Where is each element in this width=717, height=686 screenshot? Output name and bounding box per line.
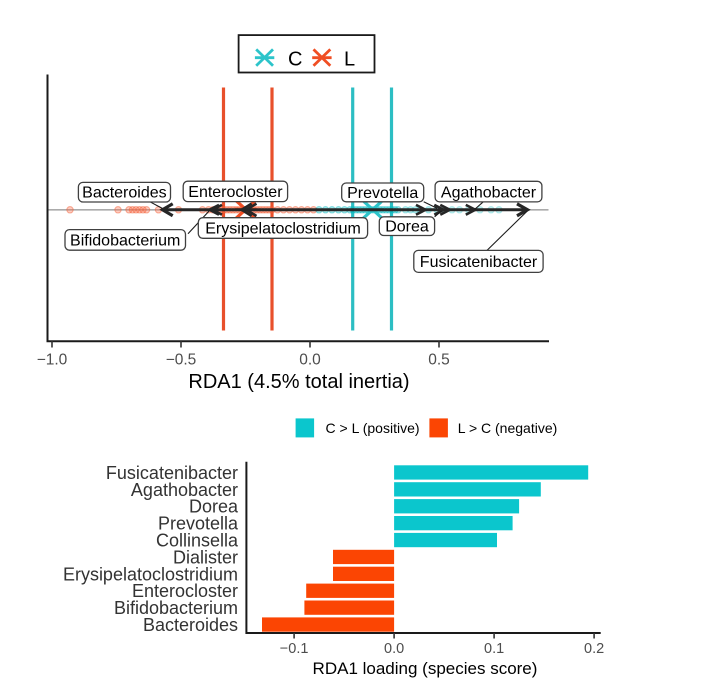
svg-text:Enterocloster: Enterocloster [188,184,283,201]
svg-text:0.5: 0.5 [428,352,450,369]
svg-text:Agathobacter: Agathobacter [441,184,537,201]
svg-text:RDA1 (4.5% total inertia): RDA1 (4.5% total inertia) [188,371,409,393]
svg-text:Dialister: Dialister [173,547,238,567]
svg-text:Fusicatenibacter: Fusicatenibacter [420,254,538,271]
svg-text:Bacteroides: Bacteroides [143,615,238,635]
svg-text:Dorea: Dorea [385,219,429,236]
svg-text:Collinsella: Collinsella [156,531,239,551]
svg-text:−0.5: −0.5 [166,352,197,369]
svg-text:C > L (positive): C > L (positive) [326,420,420,436]
svg-text:Fusicatenibacter: Fusicatenibacter [106,463,238,483]
svg-text:Erysipelatoclostridium: Erysipelatoclostridium [63,564,238,584]
svg-text:Prevotella: Prevotella [347,185,418,202]
svg-text:0.0: 0.0 [384,641,404,657]
svg-text:0.1: 0.1 [484,641,504,657]
svg-text:0.0: 0.0 [299,352,321,369]
svg-text:Enterocloster: Enterocloster [132,581,238,601]
svg-text:Dorea: Dorea [189,497,239,517]
svg-text:−0.1: −0.1 [280,641,309,657]
svg-text:Erysipelatoclostridium: Erysipelatoclostridium [205,221,361,238]
svg-text:Agathobacter: Agathobacter [131,480,238,500]
svg-text:Bifidobacterium: Bifidobacterium [114,598,238,618]
svg-text:−1.0: −1.0 [37,352,68,369]
svg-text:Bacteroides: Bacteroides [82,185,167,202]
svg-text:C: C [288,48,302,70]
svg-text:RDA1 loading (species score): RDA1 loading (species score) [313,659,538,678]
svg-text:0.2: 0.2 [584,641,604,657]
svg-text:L: L [344,48,355,70]
svg-text:L > C (negative): L > C (negative) [458,420,557,436]
svg-text:Bifidobacterium: Bifidobacterium [70,233,180,250]
svg-text:Prevotella: Prevotella [158,514,239,534]
